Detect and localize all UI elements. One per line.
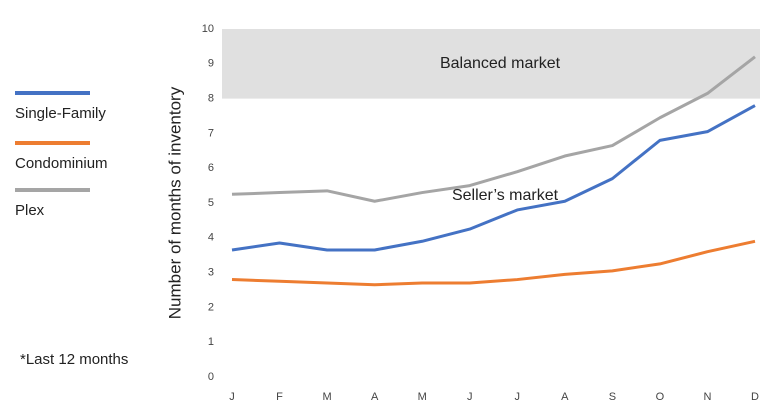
x-tick-label: N — [703, 391, 711, 403]
y-tick-label: 9 — [208, 58, 214, 70]
x-tick-label: J — [515, 391, 521, 403]
x-tick-label: A — [371, 391, 379, 403]
x-tick-label: M — [323, 391, 332, 403]
series-line — [231, 55, 756, 203]
y-tick-label: 10 — [202, 23, 214, 35]
legend-label: Condominium — [15, 155, 108, 172]
y-tick-label: 1 — [208, 336, 214, 348]
x-tick-label: M — [418, 391, 427, 403]
series-line — [231, 239, 756, 287]
y-tick-label: 0 — [208, 371, 214, 383]
annotation: Seller’s market — [452, 187, 559, 204]
balanced-band — [222, 29, 760, 99]
y-tick-label: 8 — [208, 93, 214, 105]
y-tick-label: 7 — [208, 127, 214, 139]
y-tick-label: 3 — [208, 267, 214, 279]
y-tick-label: 2 — [208, 301, 214, 313]
x-tick-label: A — [561, 391, 569, 403]
series-line — [231, 104, 756, 252]
x-tick-label: J — [229, 391, 235, 403]
legend-label: Plex — [15, 202, 45, 219]
x-tick-label: S — [609, 391, 616, 403]
y-tick-label: 5 — [208, 197, 214, 209]
y-tick-label: 6 — [208, 162, 214, 174]
y-axis-label: Number of months of inventory — [165, 86, 184, 319]
footnote: *Last 12 months — [20, 351, 128, 368]
x-tick-label: O — [656, 391, 665, 403]
x-tick-label: F — [276, 391, 283, 403]
x-tick-label: D — [751, 391, 759, 403]
y-tick-label: 4 — [208, 232, 214, 244]
legend-label: Single-Family — [15, 105, 106, 122]
band-label: Balanced market — [440, 55, 561, 72]
x-tick-label: J — [467, 391, 473, 403]
